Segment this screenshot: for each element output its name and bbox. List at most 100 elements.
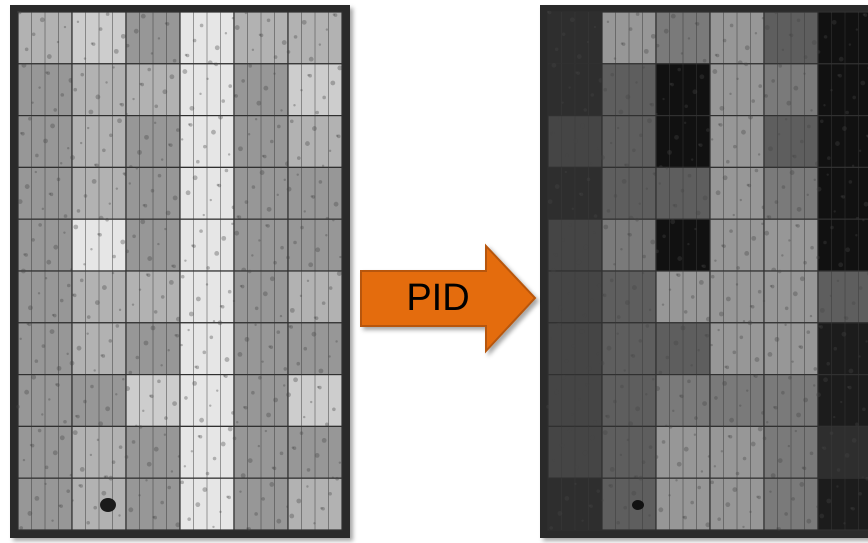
cell-speckle xyxy=(218,115,223,120)
cell-speckle xyxy=(251,254,253,256)
cell-speckle xyxy=(719,106,724,111)
cell-speckle xyxy=(697,349,699,351)
cell-speckle xyxy=(24,253,28,257)
cell-speckle xyxy=(613,263,615,265)
cell-speckle xyxy=(105,218,109,222)
cell-speckle xyxy=(210,199,212,201)
cell-speckle xyxy=(280,452,284,456)
cell-speckle xyxy=(590,435,595,440)
cell-speckle xyxy=(845,111,849,115)
cell-speckle xyxy=(742,526,744,528)
cell-speckle xyxy=(258,239,260,241)
cell-speckle xyxy=(60,93,64,97)
cell-speckle xyxy=(173,59,177,63)
cell-speckle xyxy=(754,374,758,378)
cell-speckle xyxy=(176,128,180,132)
cell-speckle xyxy=(803,261,807,265)
cell-speckle xyxy=(565,496,570,501)
cell-speckle xyxy=(739,404,741,406)
cell-speckle xyxy=(300,226,304,230)
cell-speckle xyxy=(325,423,329,427)
cell-speckle xyxy=(181,138,183,140)
cell-speckle xyxy=(793,291,798,296)
cell-speckle xyxy=(83,263,85,265)
cell-speckle xyxy=(273,398,278,403)
cell-speckle xyxy=(186,54,190,58)
cell-speckle xyxy=(136,167,138,169)
cell-speckle xyxy=(162,89,167,94)
cell-speckle xyxy=(736,472,740,476)
solar-cell xyxy=(818,426,868,478)
cell-speckle xyxy=(692,89,697,94)
cell-speckle xyxy=(203,214,205,216)
cell-speckle xyxy=(147,68,151,72)
cell-speckle xyxy=(56,383,60,387)
cell-speckle xyxy=(95,300,100,305)
cell-speckle xyxy=(286,256,290,260)
cell-speckle xyxy=(677,256,682,261)
cell-speckle xyxy=(238,352,243,357)
cell-speckle xyxy=(43,139,48,144)
cell-speckle xyxy=(810,315,812,317)
cell-speckle xyxy=(814,179,816,181)
cell-speckle xyxy=(699,280,704,285)
cell-speckle xyxy=(703,59,707,63)
cell-speckle xyxy=(642,66,644,68)
cell-speckle xyxy=(164,416,168,420)
cell-speckle xyxy=(134,29,139,34)
cell-speckle xyxy=(221,236,226,241)
cell-speckle xyxy=(812,40,817,45)
cell-speckle xyxy=(228,153,230,155)
cell-speckle xyxy=(568,429,572,433)
cell-speckle xyxy=(778,133,780,135)
cell-speckle xyxy=(144,135,149,140)
cell-speckle xyxy=(613,400,617,404)
cell-speckle xyxy=(845,247,850,252)
solar-cell xyxy=(818,271,868,323)
cell-speckle xyxy=(548,199,553,204)
cell-speckle xyxy=(303,416,305,418)
cell-speckle xyxy=(733,214,735,216)
cell-speckle xyxy=(581,519,583,521)
cell-speckle xyxy=(576,260,581,265)
cell-speckle xyxy=(590,162,592,164)
cell-speckle xyxy=(73,430,78,435)
cell-speckle xyxy=(289,514,294,519)
cell-speckle xyxy=(112,255,116,259)
cell-speckle xyxy=(784,512,788,516)
cell-speckle xyxy=(625,300,630,305)
cell-speckle xyxy=(99,27,103,31)
cell-speckle xyxy=(570,17,575,22)
cell-speckle xyxy=(748,320,753,325)
cell-speckle xyxy=(620,385,624,389)
cell-speckle xyxy=(667,150,672,155)
cell-speckle xyxy=(248,64,252,68)
cell-speckle xyxy=(806,519,811,524)
cell-speckle xyxy=(153,516,157,520)
cell-speckle xyxy=(273,261,277,265)
cell-speckle xyxy=(241,473,246,478)
cell-speckle xyxy=(31,238,35,242)
cell-speckle xyxy=(677,68,681,72)
cell-speckle xyxy=(189,123,193,127)
cell-speckle xyxy=(575,466,579,470)
cell-speckle xyxy=(263,155,267,159)
cell-speckle xyxy=(192,381,197,386)
cell-speckle xyxy=(31,444,35,448)
cell-speckle xyxy=(645,393,647,395)
cell-speckle xyxy=(169,143,173,147)
cell-speckle xyxy=(690,501,694,505)
cell-speckle xyxy=(116,187,118,189)
cell-speckle xyxy=(597,284,601,288)
cell-speckle xyxy=(632,285,637,290)
cell-speckle xyxy=(274,55,278,59)
cell-speckle xyxy=(603,430,608,435)
cell-speckle xyxy=(158,174,162,178)
cell-speckle xyxy=(59,504,63,508)
cell-speckle xyxy=(670,83,674,87)
cell-speckle xyxy=(623,506,627,510)
cell-speckle xyxy=(216,389,218,391)
cell-speckle xyxy=(120,240,125,245)
cell-speckle xyxy=(129,371,133,375)
cell-speckle xyxy=(755,169,759,173)
